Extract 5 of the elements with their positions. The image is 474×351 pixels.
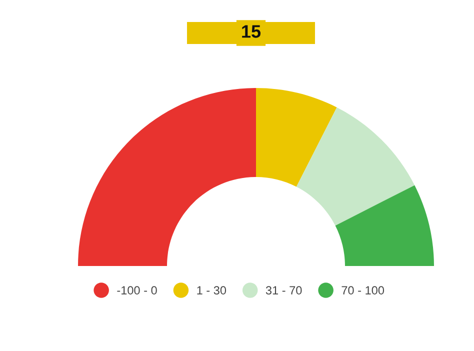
legend-label: 70 - 100 <box>342 286 384 294</box>
legend-label: 1 - 30 <box>197 286 226 294</box>
legend-label: -100 - 0 <box>117 286 157 294</box>
legend-label: 31 - 70 <box>266 286 302 294</box>
chart-title: 15 <box>242 25 261 38</box>
